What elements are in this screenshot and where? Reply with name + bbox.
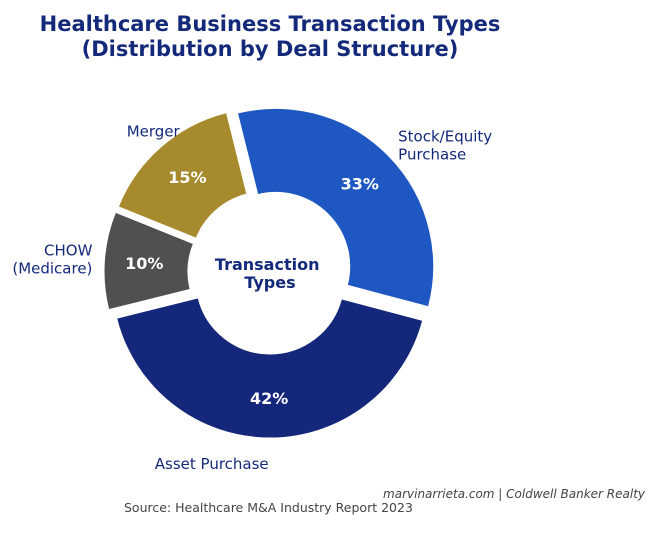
percent-label-merger: 15% xyxy=(168,168,206,187)
percent-label-group: 15% 33% 42% 10% xyxy=(125,168,379,408)
slice-stock-equity-purchase xyxy=(236,107,435,308)
category-label-asset-purchase: Asset Purchase xyxy=(155,455,269,473)
category-label-group: Merger Stock/Equity Purchase Asset Purchase… xyxy=(12,123,492,473)
chart-title: Healthcare Business Transaction Types (D… xyxy=(0,12,540,62)
center-label-line-2: Types xyxy=(244,273,295,292)
center-label-line-1: Transaction xyxy=(215,255,320,274)
category-label-merger: Merger xyxy=(127,123,181,141)
slice-asset-purchase xyxy=(116,297,424,439)
percent-label-stock-equity-purchase: 33% xyxy=(341,175,379,194)
chart-title-line-1: Healthcare Business Transaction Types xyxy=(39,12,501,36)
slice-chow-medicare xyxy=(103,211,195,311)
category-label-stock-equity-purchase: Stock/Equity Purchase xyxy=(398,128,492,164)
chart-title-line-2: (Distribution by Deal Structure) xyxy=(81,37,459,61)
slice-merger xyxy=(117,112,248,239)
slice-group xyxy=(103,107,435,439)
percent-label-asset-purchase: 42% xyxy=(250,389,288,408)
source-note: Source: Healthcare M&A Industry Report 2… xyxy=(124,500,413,515)
category-label-chow-medicare: CHOW (Medicare) xyxy=(12,242,92,278)
percent-label-chow-medicare: 10% xyxy=(125,254,163,273)
center-label: Transaction Types xyxy=(215,255,325,292)
credit-note: marvinarrieta.com | Coldwell Banker Real… xyxy=(383,487,645,501)
